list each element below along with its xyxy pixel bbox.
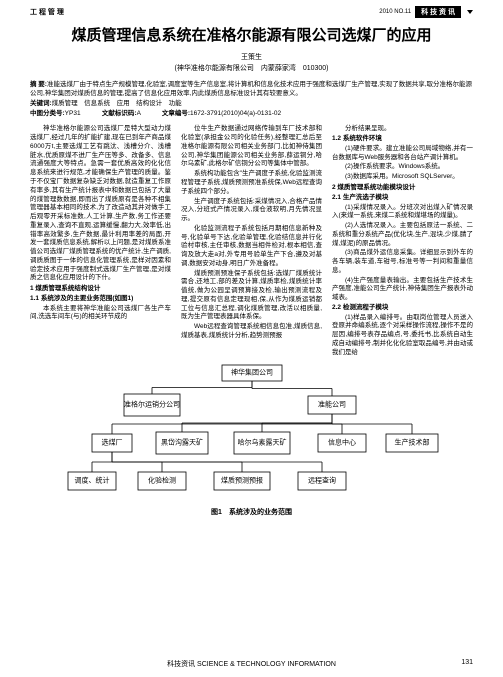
abstract-block: 摘 要:准能选煤厂由于特点生产规模管理,化验室,调度室等生产信息室,将计算机和信… [0,80,503,125]
header-volume: 2010 NO.11 [379,9,411,15]
col1-p1: 神华准格尔能源公司选煤厂是特大型动力煤选煤厂,经过几年的扩能扩建,现在已到年产商… [30,125,171,283]
header-bar: 工 程 管 理 2010 NO.11 科 技 资 讯 [0,0,503,20]
diagram-caption: 图1 系统涉及的业务范围 [0,503,503,521]
col2-p3: 生产调度子系统包括:采煤情况入,合格产品情况入,分班式产情况录入,煤仓液软明,月… [181,198,322,224]
author-affiliation: (神华准格尔能源有限公司 内蒙薛家湾 010300) [0,64,503,75]
doc-label: 文献标识码: [102,110,137,117]
col3-h1: 1.2 系统软件环境 [332,135,473,144]
svg-text:神华集团公司: 神华集团公司 [231,367,273,376]
col2-p4: 化验监测流程子系统包括月期相信息新种及号,化验单号下达,化验单管理,化验结信息并… [181,225,322,269]
header-category: 工 程 管 理 [30,7,64,17]
abstract-text: 准能选煤厂由于特点生产规模管理,化验室,调度室等生产信息室,将计算机和信息化技术… [30,81,472,97]
column-1: 神华准格尔能源公司选煤厂是特大型动力煤选煤厂,经过几年的扩能扩建,现在已到年产商… [30,125,171,358]
col1-h2: 1.1 系统涉及的主要业务范围(如图1) [30,295,171,304]
column-2: 位牛生产数据通过网络传输到车厂技术部和化验室(承担金公司的化验任务),经整理汇总… [181,125,322,358]
svg-text:化验检测: 化验检测 [148,475,176,484]
col3-h3: 2.1 生产洗选子模块 [332,194,473,203]
triangle-icon [467,10,473,14]
col3-p1: 分析结果呈现。 [332,125,473,134]
col3-p8: (4)生产强度量表输出。主要包括生产技术生产强度,准能公司生产统计,神侍集团生产… [332,277,473,303]
svg-text:选煤厂: 选煤厂 [101,437,122,446]
col2-p6: Web远程查询管理系统相信息包准,煤质信息,煤质基表,煤质统计分析,趋势测预报 [181,323,322,341]
article-title: 煤质管理信息系统在准格尔能源有限公司选煤厂的应用 [0,20,503,53]
svg-text:准格尔运销分公司: 准格尔运销分公司 [124,399,180,408]
page-footer: 科技资讯 SCIENCE & TECHNOLOGY INFORMATION 13… [0,659,503,669]
author-name: 王策生 [0,53,503,64]
body-columns: 神华准格尔能源公司选煤厂是特大型动力煤选煤厂,经过几年的扩能扩建,现在已到年产商… [0,125,503,358]
org-svg: 神华集团公司准格尔运销分公司 准能公司选煤厂 黑岱沟露天矿 哈尔乌素露天矿 信息中心 生产… [32,363,472,503]
doc-value: A [137,110,141,117]
svg-text:信息中心: 信息中心 [328,437,356,446]
col3-p4: (3)数据库采用。Microsoft SQLServer。 [332,173,473,182]
header-right: 2010 NO.11 科 技 资 讯 [379,6,473,18]
col3-p5: (1)采煤情况录入。分班次对出煤入矿情况录入(来煤一系统,来煤二系统和煤堪场的煤… [332,204,473,222]
author-block: 王策生 (神华准格尔能源有限公司 内蒙薛家湾 010300) [0,53,503,80]
svg-text:哈尔乌素露天矿: 哈尔乌素露天矿 [237,437,286,446]
org-diagram: 神华集团公司准格尔运销分公司 准能公司选煤厂 黑岱沟露天矿 哈尔乌素露天矿 信息中心 生产… [0,359,503,503]
svg-text:远程查询: 远程查询 [308,475,336,484]
col1-p2: 本系统主要将神华准能公司选煤厂各生产车间,洗选车间车(与)的相关环节成的 [30,305,171,323]
svg-text:准能公司: 准能公司 [318,399,346,408]
header-badge: 科 技 资 讯 [415,6,461,18]
keywords-text: 煤质管理 信息系统 应用 结构设计 功能 [52,100,182,107]
svg-text:调度、统计: 调度、统计 [74,475,109,484]
col3-p9: (1)样品录入编排号。由取岗位管理人员送入登原并命编系统,逐个对采样操作流程,操… [332,314,473,358]
col2-p5: 煤质预测预准保子系统包括:选煤厂煤质统计需合,还地工,部的差及计算,煤质率检,煤… [181,270,322,323]
col3-h4: 2.2 检测流程子模块 [332,304,473,313]
col3-p7: (3)商品煤外运信息采集。详细显示到外车的各车辆,装车道,车钳号,标准号等一判间… [332,249,473,275]
class-value: YP31 [65,110,81,117]
keywords-label: 关键词: [30,100,52,107]
svg-text:生产技术部: 生产技术部 [394,437,429,446]
col3-p6: (2)人选情况录入。主要包括原法一系统、二系统和重分系统产品(优化块,生产,混块… [332,222,473,248]
page-number: 131 [461,659,473,666]
abstract-label: 摘 要: [30,81,47,88]
footer-text: 科技资讯 SCIENCE & TECHNOLOGY INFORMATION [167,661,336,668]
col3-h2: 2 煤质管理系统功能模块设计 [332,184,473,193]
svg-text:黑岱沟露天矿: 黑岱沟露天矿 [161,437,203,446]
col3-p2: (1)硬件要求。建立准能公司局域物络,并有一台数据库与Web服务器和各台站产调计… [332,145,473,163]
col2-p1: 位牛生产数据通过网络传输到车厂技术部和化验室(承担金公司的化验任务),经整理汇总… [181,125,322,169]
svg-text:煤质预测预报: 煤质预测预报 [221,475,263,484]
col2-p2: 系统构功能包含"生产调度子系统,化验监测流程管理子系统,煤质预测预准系统保,We… [181,170,322,196]
article-label: 文章编号: [162,110,190,117]
column-3: 分析结果呈现。 1.2 系统软件环境 (1)硬件要求。建立准能公司局域物络,并有… [332,125,473,358]
class-label: 中图分类号: [30,110,65,117]
col1-h1: 1 煤质管理系统结构设计 [30,285,171,294]
article-value: 1672-3791(2010)04(a)-0131-02 [190,110,281,117]
col3-p3: (2)操作系统要求。Windows系统。 [332,163,473,172]
